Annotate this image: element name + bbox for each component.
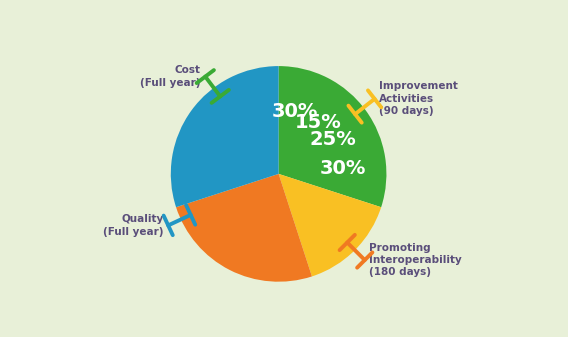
- Text: Cost
(Full year): Cost (Full year): [140, 65, 201, 88]
- Text: 30%: 30%: [272, 102, 319, 121]
- Text: Promoting
Interoperability
(180 days): Promoting Interoperability (180 days): [369, 243, 462, 277]
- Wedge shape: [171, 66, 279, 207]
- Text: Improvement
Activities
(90 days): Improvement Activities (90 days): [379, 82, 458, 116]
- Wedge shape: [279, 174, 381, 276]
- Text: 15%: 15%: [295, 113, 341, 132]
- Wedge shape: [279, 66, 386, 207]
- Text: 25%: 25%: [310, 130, 357, 149]
- Wedge shape: [176, 174, 312, 282]
- Text: Quality
(Full year): Quality (Full year): [103, 214, 164, 237]
- Text: 30%: 30%: [320, 159, 366, 178]
